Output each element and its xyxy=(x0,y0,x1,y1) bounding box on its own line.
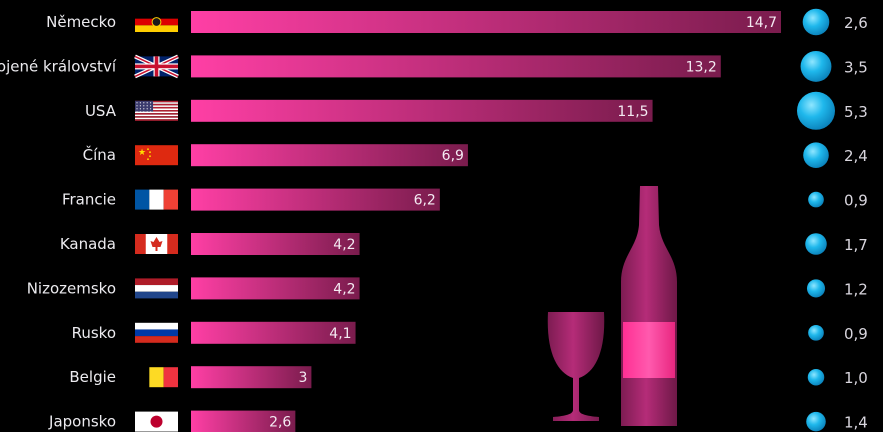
russia-flag-icon xyxy=(135,322,178,343)
bubble-value-label: 1,0 xyxy=(844,369,868,387)
bottle-label xyxy=(623,322,675,378)
bar xyxy=(191,99,653,122)
bar-value-label: 6,2 xyxy=(414,193,436,209)
chart-row: Čína ★ 6,9 2,4 xyxy=(83,142,868,168)
bar xyxy=(191,277,360,300)
bubble xyxy=(806,411,826,432)
japan-flag-icon xyxy=(135,411,178,432)
chart-row: Nizozemsko 4,2 1,2 xyxy=(27,277,868,300)
bubble-value-label: 3,5 xyxy=(844,58,868,76)
bar xyxy=(191,321,356,344)
bubble xyxy=(803,142,829,168)
bar-value-label: 11,5 xyxy=(617,104,648,120)
country-label: Kanada xyxy=(60,235,116,253)
bar xyxy=(191,55,721,78)
china-flag-icon: ★ xyxy=(135,145,178,166)
usa-flag-icon xyxy=(135,100,178,121)
bubble xyxy=(806,279,826,298)
uk-flag-icon xyxy=(134,54,179,79)
bar xyxy=(191,11,781,33)
bubble xyxy=(808,191,824,208)
bubble-value-label: 1,2 xyxy=(844,280,868,298)
country-label: Belgie xyxy=(69,368,116,386)
wine-bottle-icon xyxy=(621,186,677,426)
country-label: USA xyxy=(85,102,117,120)
bar xyxy=(191,144,468,167)
bar xyxy=(191,366,312,389)
chart-row: Německo 14,7 2,6 xyxy=(46,8,868,36)
chart-row: Japonsko 2,6 1,4 xyxy=(48,410,868,432)
wine-glass-icon xyxy=(547,312,605,421)
country-label: Spojené království xyxy=(0,57,117,75)
bar-value-label: 14,7 xyxy=(746,15,777,31)
germany-flag-icon xyxy=(135,12,178,32)
svg-text:★: ★ xyxy=(138,148,146,158)
bubble xyxy=(807,368,825,386)
country-label: Japonsko xyxy=(48,413,116,431)
canada-flag-icon xyxy=(135,234,178,254)
bubble xyxy=(797,91,835,130)
bubble xyxy=(802,8,830,36)
bubble-value-label: 2,4 xyxy=(844,147,868,165)
belgium-flag-icon xyxy=(135,367,178,388)
bar-value-label: 4,2 xyxy=(333,237,355,253)
country-label: Nizozemsko xyxy=(27,279,116,297)
bar-value-label: 3 xyxy=(298,370,307,386)
chart-row: Kanada 4,2 1,7 xyxy=(60,233,868,255)
bar-value-label: 13,2 xyxy=(686,59,717,75)
bar-value-label: 4,1 xyxy=(329,326,351,342)
country-label: Čína xyxy=(83,145,116,164)
bar-value-label: 2,6 xyxy=(269,415,291,431)
bubble xyxy=(808,324,824,341)
bubble xyxy=(800,50,832,82)
chart-row: USA 11,5 5,3 xyxy=(85,91,868,130)
bubble-value-label: 0,9 xyxy=(844,192,868,210)
bubble-value-label: 1,7 xyxy=(844,236,868,254)
bubble-value-label: 2,6 xyxy=(844,14,868,32)
country-label: Rusko xyxy=(72,324,116,342)
chart-row: Francie 6,2 0,9 xyxy=(62,188,868,211)
bubble-value-label: 5,3 xyxy=(844,103,868,121)
bar-value-label: 6,9 xyxy=(442,148,464,164)
chart-row: Spojené království 13,2 3,5 xyxy=(0,50,868,82)
france-flag-icon xyxy=(135,189,178,210)
country-label: Německo xyxy=(46,13,116,31)
country-label: Francie xyxy=(62,191,116,209)
bar xyxy=(191,188,440,211)
chart-rows: Německo 14,7 2,6 Spojené království 13,2 3,5 U… xyxy=(0,8,868,432)
chart-row: Rusko 4,1 0,9 xyxy=(72,321,868,344)
bubble-value-label: 0,9 xyxy=(844,325,868,343)
bubble xyxy=(805,233,827,255)
chart-row: Belgie 3 1,0 xyxy=(69,366,868,389)
bar xyxy=(191,233,360,255)
bubble-value-label: 1,4 xyxy=(844,414,868,432)
netherlands-flag-icon xyxy=(135,278,178,299)
bar xyxy=(191,410,296,432)
bar-value-label: 4,2 xyxy=(333,281,355,297)
